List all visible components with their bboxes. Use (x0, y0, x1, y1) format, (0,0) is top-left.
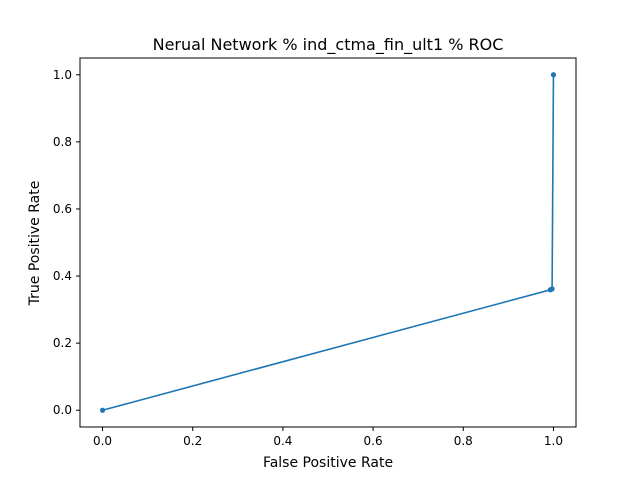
roc-point-marker (99, 407, 106, 413)
y-tick-label: 0.2 (53, 336, 72, 350)
y-tick-label: 0.6 (53, 202, 72, 216)
y-axis: 0.0 0.2 0.4 0.6 0.8 1.0 (53, 68, 80, 417)
x-tick-label: 0.6 (364, 434, 383, 448)
y-tick-label: 1.0 (53, 68, 72, 82)
roc-point-marker (549, 286, 555, 292)
plot-area (99, 72, 557, 413)
x-axis: 0.0 0.2 0.4 0.6 0.8 1.0 (93, 427, 563, 448)
chart-title: Nerual Network % ind_ctma_fin_ult1 % ROC (153, 35, 504, 55)
y-axis-label: True Positive Rate (27, 181, 43, 307)
plot-frame (79, 57, 577, 428)
x-tick-label: 1.0 (544, 434, 563, 448)
x-tick-label: 0.4 (273, 434, 292, 448)
y-tick-label: 0.4 (53, 269, 72, 283)
roc-point-marker (550, 72, 557, 78)
x-tick-label: 0.8 (454, 434, 473, 448)
x-tick-label: 0.0 (93, 434, 112, 448)
y-tick-label: 0.8 (53, 135, 72, 149)
x-tick-label: 0.2 (183, 434, 202, 448)
x-axis-label: False Positive Rate (263, 455, 393, 471)
y-tick-label: 0.0 (53, 403, 72, 417)
